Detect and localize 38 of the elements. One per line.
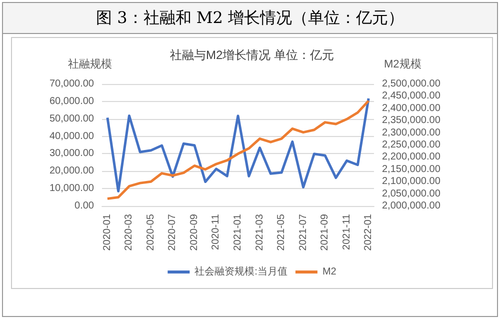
x-tick-label: 2021-11 (341, 214, 352, 250)
y-axis-title: 社融规模 (68, 58, 112, 70)
y2-tick-label: 2,200,000.00 (382, 152, 441, 163)
y-tick-label: 70,000.00 (50, 78, 94, 90)
y-tick-label: 40,000.00 (50, 130, 94, 142)
chart-title: 图 3：社融和 M2 增长情况（单位：亿元） (3, 3, 497, 34)
x-tick-label: 2020-03 (124, 214, 135, 251)
y-tick-label: 60,000.00 (50, 96, 94, 107)
y-tick-label: 30,000.00 (50, 148, 94, 160)
y2-tick-label: 2,350,000.00 (382, 115, 441, 126)
y2-tick-label: 2,250,000.00 (382, 140, 441, 150)
x-tick-label: 2020-09 (188, 214, 200, 251)
x-tick-label: 2021-05 (276, 214, 288, 251)
x-tick-label: 2021-07 (298, 214, 309, 251)
y2-tick-label: 2,100,000.00 (382, 176, 441, 188)
y-tick-label: 50,000.00 (50, 113, 94, 124)
x-tick-label: 2021-03 (254, 214, 266, 251)
y2-tick-label: 2,450,000.00 (382, 90, 441, 102)
y2-tick-label: 2,300,000.00 (382, 127, 441, 138)
y-tick-label: 10,000.00 (50, 183, 94, 194)
y2-tick-label: 2,500,000.00 (382, 78, 441, 90)
x-tick-label: 2020-11 (210, 214, 222, 250)
y2-tick-label: 2,150,000.00 (382, 164, 441, 175)
x-tick-label: 2021-09 (320, 214, 331, 251)
x-tick-label: 2022-01 (363, 214, 374, 251)
chart-subtitle: 社融与M2增长情况 单位：亿元 (170, 48, 334, 62)
x-tick-label: 2020-07 (167, 214, 178, 251)
legend-label: 社会融资规模:当月值 (194, 266, 288, 278)
y2-axis-title: M2规模 (384, 58, 422, 70)
y2-tick-label: 2,400,000.00 (382, 102, 441, 114)
x-tick-label: 2020-01 (102, 214, 113, 251)
y2-tick-label: 2,050,000.00 (382, 188, 441, 200)
y-tick-label: 20,000.00 (50, 166, 94, 177)
x-tick-label: 2021-01 (232, 214, 244, 251)
y-tick-label: 0.00 (74, 200, 94, 212)
legend-label: M2 (322, 266, 337, 278)
y2-tick-label: 2,000,000.00 (382, 200, 441, 212)
x-tick-label: 2020-05 (145, 214, 156, 251)
